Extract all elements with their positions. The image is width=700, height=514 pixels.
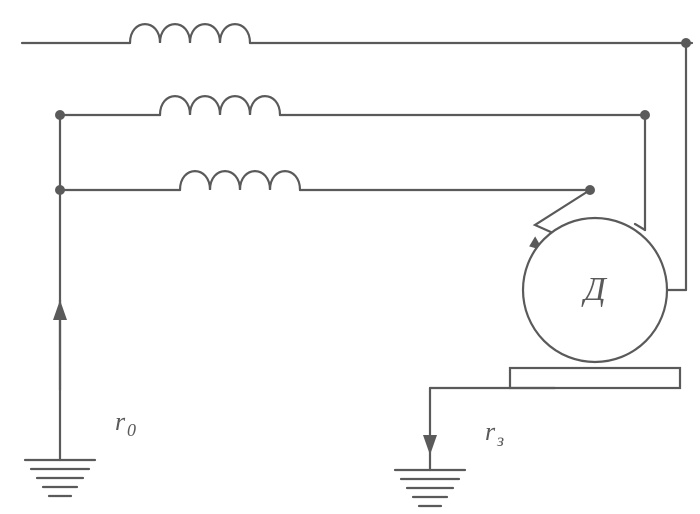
label-r0-sub: 0 [127, 420, 136, 440]
label-rz-sub: з [496, 430, 504, 450]
label-r0: r [115, 407, 126, 436]
circuit-diagram: Дr0rз [0, 0, 700, 514]
label-rz: r [485, 417, 496, 446]
motor-label: Д [581, 271, 608, 308]
